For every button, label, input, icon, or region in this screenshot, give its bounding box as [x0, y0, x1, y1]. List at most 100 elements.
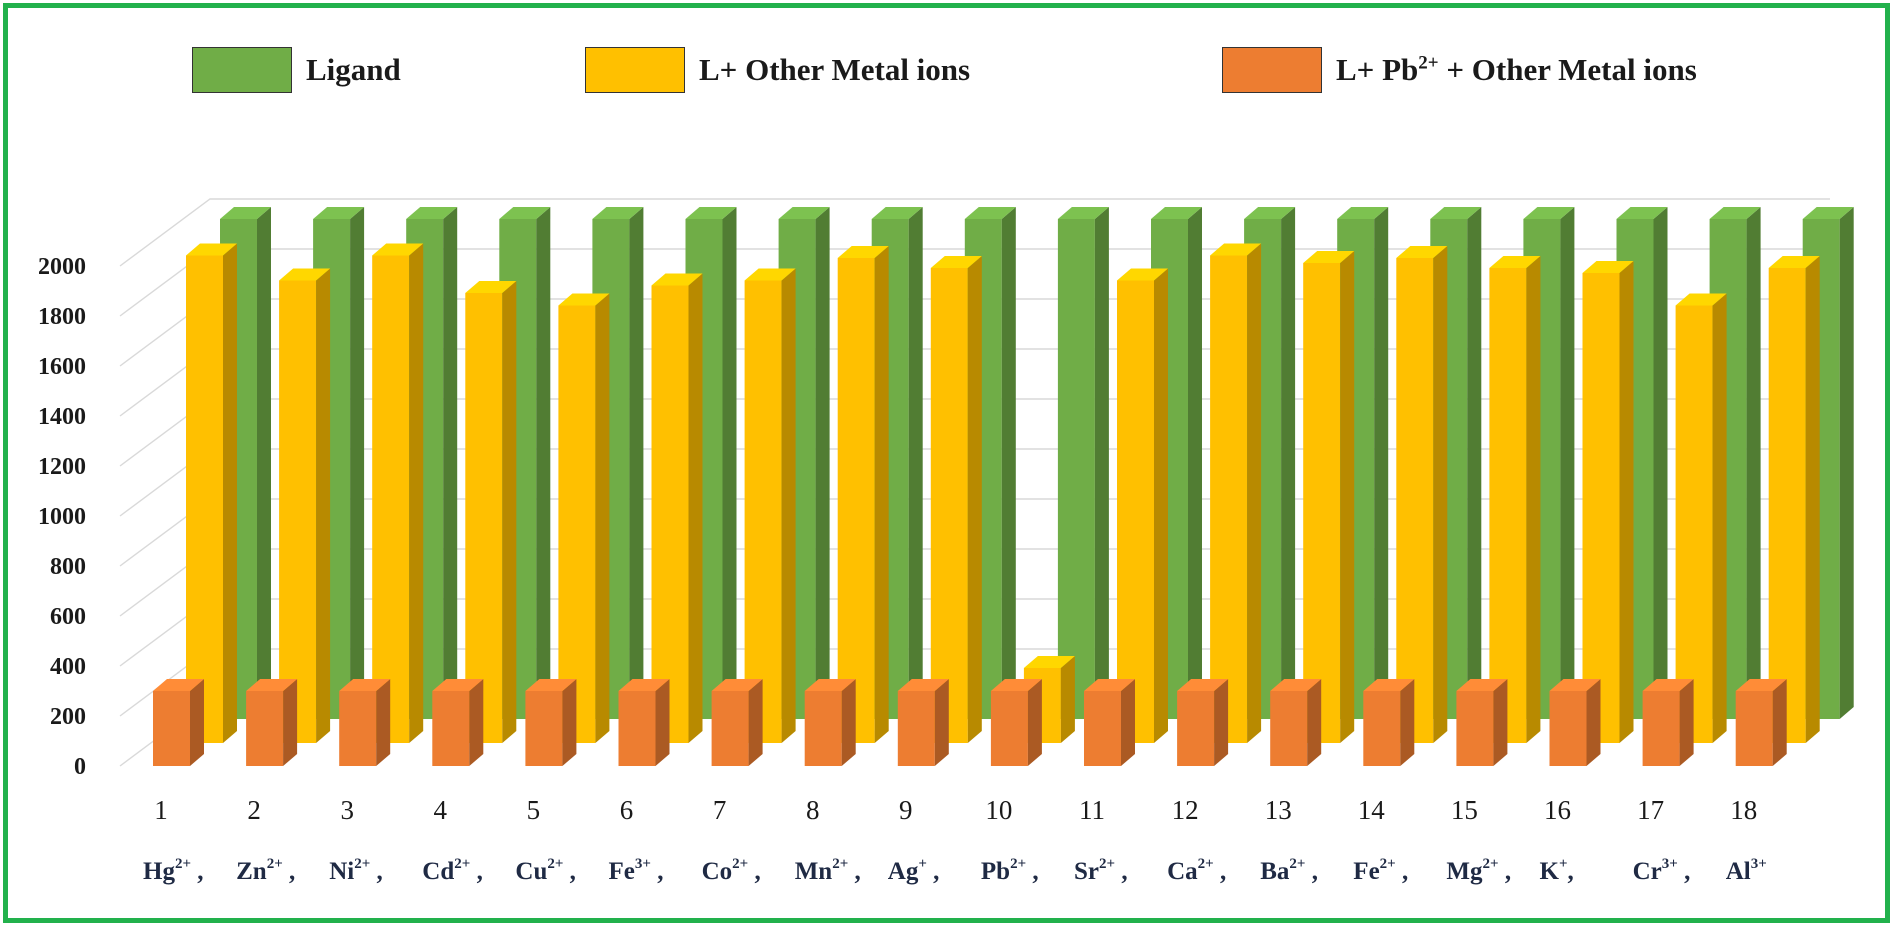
x-tick-label: 6: [620, 795, 634, 825]
bar: [1582, 261, 1634, 743]
y-tick-label: 400: [50, 654, 86, 680]
bar: [1363, 679, 1415, 766]
bar: [1084, 679, 1135, 766]
bar: [279, 268, 331, 743]
bar: [1735, 679, 1787, 766]
ion-label: Sr2+ ,: [1074, 856, 1128, 885]
x-tick-label: 16: [1544, 795, 1571, 825]
ion-label: Fe3+ ,: [609, 856, 664, 885]
legend-label-ligand: Ligand: [306, 52, 401, 87]
x-tick-label: 17: [1637, 795, 1664, 825]
bar: [339, 679, 391, 766]
bar: [1675, 293, 1727, 743]
x-tick-label: 12: [1172, 795, 1199, 825]
legend-swatch-other-metal: [585, 47, 685, 93]
bar: [1303, 251, 1355, 743]
bar: [1642, 679, 1694, 766]
bar: [618, 679, 670, 766]
y-tick-label: 200: [50, 704, 86, 730]
bar: [837, 246, 889, 743]
x-tick-label: 2: [247, 795, 261, 825]
x-tick-label: 11: [1079, 795, 1105, 825]
x-tick-label: 5: [527, 795, 541, 825]
x-tick-label: 9: [899, 795, 913, 825]
x-tick-label: 13: [1265, 795, 1292, 825]
ion-label: Cr3+ ,: [1633, 856, 1691, 885]
y-tick-label: 1800: [38, 304, 86, 330]
bar: [1117, 268, 1168, 743]
chart-legend: Ligand L+ Other Metal ions L+ Pb2+ + Oth…: [0, 0, 1901, 140]
y-tick-label: 1000: [38, 504, 86, 530]
bar: [1396, 246, 1448, 743]
x-tick-label: 1: [154, 795, 168, 825]
ion-label: Ba2+ ,: [1260, 856, 1318, 885]
x-tick-label: 8: [806, 795, 820, 825]
ion-label: Ag+ ,: [888, 856, 940, 885]
legend-item-pb-other-metal: L+ Pb2+ + Other Metal ions: [1222, 45, 1697, 95]
ion-label: Fe2+ ,: [1353, 856, 1408, 885]
bar: [711, 679, 763, 766]
ion-label: Mn2+ ,: [795, 856, 861, 885]
bar: [1456, 679, 1508, 766]
bar: [990, 679, 1042, 766]
y-tick-label: 1600: [38, 354, 86, 380]
bar: [1768, 256, 1820, 743]
y-tick-label: 0: [74, 754, 86, 780]
x-tick-label: 3: [340, 795, 354, 825]
ion-label: Pb2+ ,: [981, 856, 1039, 885]
y-tick-label: 2000: [38, 254, 86, 280]
ion-label: Cu2+ ,: [515, 856, 576, 885]
bar: [744, 268, 796, 743]
ion-label: K+,: [1540, 856, 1574, 885]
x-tick-label: 15: [1451, 795, 1478, 825]
ion-label: Mg2+ ,: [1446, 856, 1511, 885]
y-axis-ticks: 0 200 400 600 800 1000 1200 1400 1600 1800 2000: [38, 254, 86, 780]
bar: [525, 679, 577, 766]
ion-label: Co2+ ,: [702, 856, 761, 885]
legend-swatch-pb-other-metal: [1222, 47, 1322, 93]
ion-label: Ca2+ ,: [1167, 856, 1226, 885]
ion-label: Ni2+ ,: [329, 856, 383, 885]
bar: [930, 256, 982, 743]
bar: [1177, 679, 1229, 766]
bar: [558, 293, 610, 743]
ion-label: Hg2+ ,: [143, 856, 204, 885]
bars: [153, 207, 1854, 766]
y-tick-label: 1200: [38, 454, 86, 480]
x-tick-label: 14: [1358, 795, 1386, 825]
legend-swatch-ligand: [192, 47, 292, 93]
legend-item-ligand: Ligand: [192, 45, 401, 95]
x-tick-label: 4: [434, 795, 448, 825]
bar: [651, 273, 703, 743]
bar: [1210, 243, 1262, 743]
ion-labels: Hg2+ , Zn2+ , Ni2+ , Cd2+ , Cu2+ , Fe3+ , Co2+…: [143, 856, 1767, 885]
bar: [1489, 256, 1541, 743]
bar: [804, 679, 856, 766]
ion-label: Cd2+ ,: [422, 856, 483, 885]
bar: [246, 679, 298, 766]
ion-label: Al3+: [1726, 856, 1767, 885]
chart-frame: [3, 3, 1890, 923]
ion-label: Zn2+ ,: [236, 856, 295, 885]
bar: [1270, 679, 1322, 766]
x-tick-label: 18: [1730, 795, 1757, 825]
x-axis-labels: 1 2 3 4 5 6 7 8 9 10 11 12 13 14 15 16 17 18: [154, 795, 1757, 825]
bar: [372, 243, 424, 743]
legend-label-pb-other-metal: L+ Pb2+ + Other Metal ions: [1336, 52, 1697, 87]
bar: [1057, 207, 1109, 719]
bar: [465, 281, 517, 743]
y-tick-label: 800: [50, 554, 86, 580]
legend-item-other-metal: L+ Other Metal ions: [585, 45, 970, 95]
bar: [153, 679, 204, 766]
y-tick-label: 1400: [38, 404, 86, 430]
bar: [186, 243, 237, 743]
bar: [1549, 679, 1601, 766]
x-tick-label: 7: [713, 795, 727, 825]
bar: [897, 679, 949, 766]
bar: [432, 679, 484, 766]
x-tick-label: 10: [985, 795, 1012, 825]
y-tick-label: 600: [50, 604, 86, 630]
legend-label-other-metal: L+ Other Metal ions: [699, 52, 971, 87]
gridline: [119, 198, 1830, 267]
